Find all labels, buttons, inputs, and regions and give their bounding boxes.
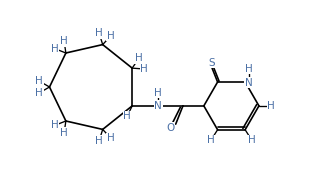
- Text: H: H: [51, 120, 59, 130]
- Text: O: O: [166, 123, 174, 133]
- Text: N: N: [245, 78, 253, 88]
- Text: H: H: [51, 44, 59, 54]
- Text: H: H: [107, 133, 115, 143]
- Text: H: H: [155, 88, 162, 98]
- Text: H: H: [35, 88, 43, 98]
- Text: H: H: [135, 53, 143, 63]
- Text: S: S: [209, 58, 215, 68]
- Text: H: H: [95, 28, 103, 38]
- Text: N: N: [155, 101, 162, 111]
- Text: H: H: [123, 111, 131, 121]
- Text: H: H: [35, 76, 43, 86]
- Text: H: H: [107, 31, 115, 41]
- Text: H: H: [248, 135, 256, 145]
- Text: H: H: [207, 135, 215, 145]
- Text: H: H: [60, 128, 68, 138]
- Text: H: H: [245, 64, 253, 74]
- Text: H: H: [140, 64, 148, 74]
- Text: H: H: [95, 136, 103, 146]
- Text: H: H: [267, 101, 275, 111]
- Text: H: H: [60, 36, 68, 46]
